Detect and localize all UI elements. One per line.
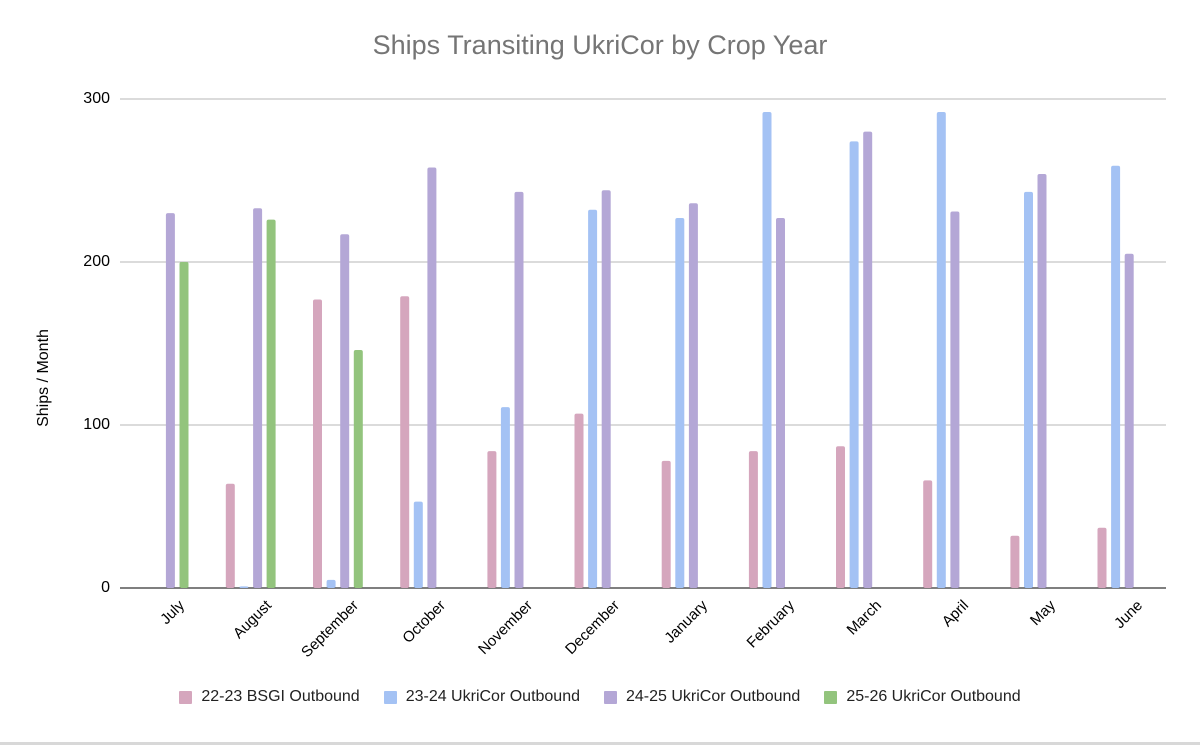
bar xyxy=(950,211,960,588)
legend-label: 23-24 UkriCor Outbound xyxy=(405,688,580,705)
legend-item: 24-25 UkriCor Outbound xyxy=(604,688,800,706)
y-tick-label: 100 xyxy=(83,416,110,433)
bar xyxy=(353,350,363,588)
bar xyxy=(313,299,322,588)
legend-item: 23-24 UkriCor Outbound xyxy=(383,688,580,706)
bar xyxy=(1010,535,1020,588)
bar xyxy=(225,483,235,588)
legend-item: 25-26 UkriCor Outbound xyxy=(824,688,1021,706)
chart-title: Ships Transiting UkriCor by Crop Year xyxy=(372,30,828,60)
legend-swatch xyxy=(383,690,397,704)
y-tick-label: 300 xyxy=(83,90,110,107)
bar xyxy=(239,586,249,588)
bar xyxy=(923,480,933,588)
bar xyxy=(427,167,437,588)
bar xyxy=(1037,174,1047,588)
bar xyxy=(400,296,410,588)
bar xyxy=(675,218,685,588)
bar xyxy=(340,234,350,589)
bar xyxy=(487,451,497,588)
bar xyxy=(179,262,189,588)
bar xyxy=(326,579,336,588)
bar xyxy=(748,451,758,588)
legend-swatch xyxy=(179,690,193,704)
bar xyxy=(936,112,946,588)
bar xyxy=(661,460,671,588)
bar xyxy=(413,501,423,588)
bar xyxy=(500,407,510,588)
bar xyxy=(863,131,873,588)
bar xyxy=(601,190,611,589)
bar xyxy=(776,218,785,588)
bar xyxy=(1097,527,1107,588)
bar xyxy=(836,446,845,588)
bar xyxy=(588,209,598,589)
legend-swatch xyxy=(604,690,617,704)
bar xyxy=(688,203,698,589)
bar xyxy=(1124,253,1134,589)
bar xyxy=(253,208,263,588)
legend-item: 22-23 BSGI Outbound xyxy=(179,688,360,706)
divider xyxy=(0,742,1200,745)
bar xyxy=(514,191,524,588)
bar xyxy=(165,213,175,588)
bar xyxy=(849,141,859,588)
legend-label: 24-25 UkriCor Outbound xyxy=(626,688,801,705)
bar xyxy=(762,112,772,588)
bar xyxy=(574,413,584,588)
bar xyxy=(266,219,276,588)
y-tick-label: 200 xyxy=(83,253,110,270)
legend-label: 22-23 BSGI Outbound xyxy=(201,688,360,705)
bar xyxy=(1024,191,1033,588)
legend-label: 25-26 UkriCor Outbound xyxy=(846,688,1021,705)
y-tick-label: 0 xyxy=(101,579,110,596)
bar xyxy=(1111,165,1121,589)
legend-swatch xyxy=(824,690,838,704)
legend: 22-23 BSGI Outbound 23-24 UkriCor Outbou… xyxy=(0,685,1200,709)
